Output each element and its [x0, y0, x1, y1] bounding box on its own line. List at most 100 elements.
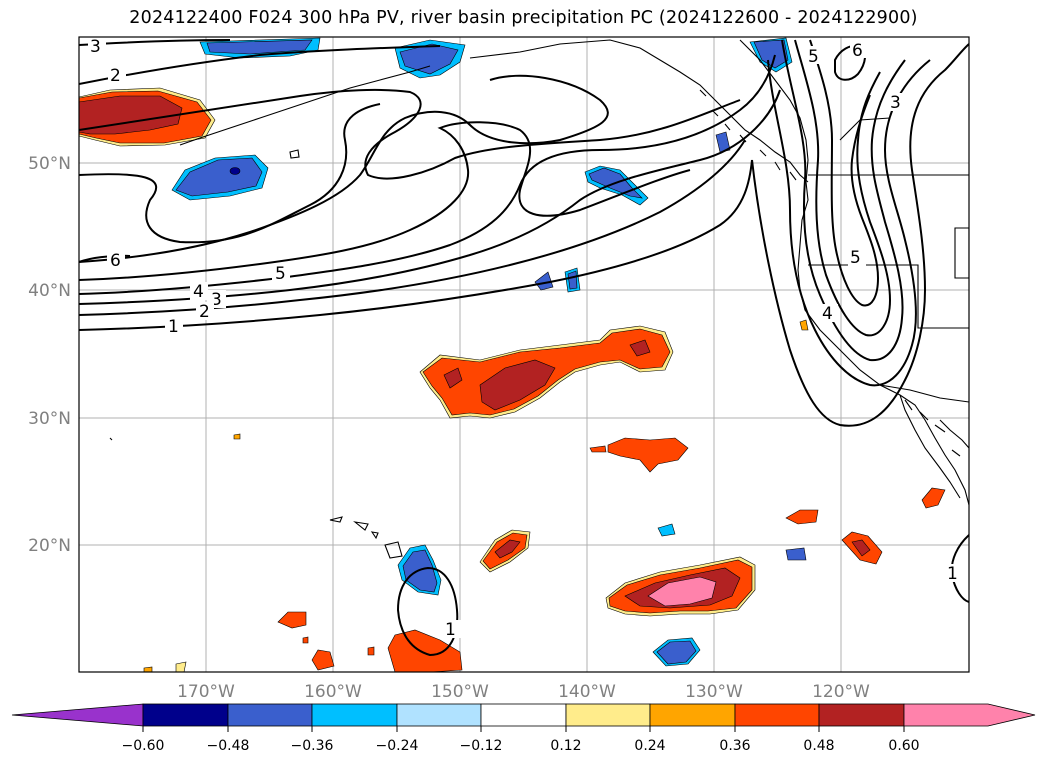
pv-contour-1 — [79, 159, 753, 331]
pos-blob — [629, 339, 651, 357]
neg-blob — [715, 131, 731, 153]
lon-label: 150°W — [431, 682, 489, 702]
contour-label: 6 — [852, 41, 863, 61]
pos-blob — [387, 629, 463, 672]
graticule — [79, 37, 969, 672]
map-plot-area: 3 2 6 5 4 3 2 1 6 5 5 4 3 1 — [79, 37, 969, 672]
lon-label: 140°W — [558, 682, 616, 702]
lon-label: 120°W — [812, 682, 870, 702]
pv-contour-5 — [79, 121, 691, 281]
baja-coast — [899, 394, 961, 499]
pos-blob — [367, 646, 375, 656]
contour-label: 6 — [110, 251, 121, 271]
pv-contour-3 — [79, 89, 781, 305]
island — [109, 437, 113, 441]
lat-label: 20°N — [28, 536, 71, 556]
aleutian-islands — [179, 65, 431, 146]
colorbar-tick-label: 0.24 — [634, 738, 665, 754]
pos-blob — [799, 319, 809, 331]
pos-blob — [785, 509, 819, 525]
lon-label: 130°W — [685, 682, 743, 702]
pos-blob — [479, 359, 556, 411]
alaska-coast — [469, 39, 809, 183]
lat-label: 50°N — [28, 154, 71, 174]
colorbar-segment — [142, 703, 229, 727]
pos-blob — [302, 636, 309, 644]
contour-label: 2 — [199, 302, 210, 322]
positive-pc-areas — [79, 87, 946, 672]
latitude-labels: 50°N 40°N 30°N 20°N — [28, 154, 71, 556]
contour-label: 5 — [275, 264, 286, 284]
contour-label: 4 — [193, 282, 204, 302]
southwest-islands — [904, 399, 961, 457]
pos-blob — [647, 576, 717, 607]
colorbar-tick-label: −0.60 — [122, 738, 165, 754]
pos-blob — [143, 666, 153, 672]
pos-blob — [589, 445, 607, 453]
colorbar-ticks — [142, 726, 905, 732]
colorbar-segment — [734, 703, 820, 727]
colorbar-tick-label: −0.36 — [291, 738, 334, 754]
neg-blob — [402, 549, 438, 593]
pos-blob — [921, 487, 946, 509]
neg-blob — [753, 39, 789, 69]
colorbar-labels: −0.60 −0.48 −0.36 −0.24 −0.12 0.12 0.24 … — [122, 738, 920, 754]
pv-contour-2 — [79, 45, 441, 85]
map-title: 2024122400 F024 300 hPa PV, river basin … — [129, 8, 918, 28]
pos-blob — [494, 539, 521, 559]
colorbar-segment — [227, 703, 313, 727]
pv-contour-outer — [79, 88, 741, 180]
state-border — [954, 227, 969, 279]
neg-blob — [656, 640, 697, 665]
colorbar-tick-label: 0.12 — [550, 738, 581, 754]
contour-labels: 3 2 6 5 4 3 2 1 6 5 5 4 3 1 — [88, 37, 963, 640]
longitude-labels: 170°W 160°W 150°W 140°W 130°W 120°W — [177, 682, 870, 702]
colorbar-segment — [818, 703, 905, 727]
neg-blob — [206, 39, 313, 55]
contour-label: 1 — [947, 564, 958, 584]
neg-blob — [657, 523, 676, 537]
colorbar-tick-label: 0.60 — [888, 738, 919, 754]
colorbar-tick-label: −0.24 — [376, 738, 419, 754]
contour-label: 5 — [850, 248, 861, 268]
neg-blob — [567, 270, 578, 290]
colorbar-tick-label: −0.12 — [460, 738, 503, 754]
hawaii — [329, 516, 403, 559]
pv-contour-trough-2 — [767, 59, 931, 387]
pv-contour-4 — [79, 54, 776, 295]
colorbar-segment — [311, 703, 398, 727]
pos-blob — [233, 433, 241, 440]
pv-contour-6 — [834, 44, 866, 81]
contour-label: 2 — [110, 66, 121, 86]
pos-blob — [79, 95, 183, 135]
neg-blob — [785, 547, 807, 561]
neg-blob — [534, 271, 554, 291]
pos-blob — [311, 649, 335, 671]
negative-pc-areas — [171, 37, 807, 667]
colorbar-extend-high — [903, 703, 1036, 727]
neg-blob — [175, 157, 263, 197]
lat-label: 30°N — [28, 409, 71, 429]
pv-contour-trough-4 — [794, 39, 892, 337]
us-west-coast — [797, 181, 969, 506]
colorbar-tick-label: −0.48 — [207, 738, 250, 754]
pos-blob — [443, 367, 463, 389]
colorbar-tick-label: 0.48 — [803, 738, 834, 754]
contour-label: 1 — [168, 317, 179, 337]
contour-label: 1 — [445, 620, 456, 640]
pos-blob — [175, 661, 187, 672]
lon-label: 170°W — [177, 682, 235, 702]
us-mexico-border — [879, 384, 969, 403]
colorbar-segment — [565, 703, 651, 727]
mexico-coast — [939, 419, 969, 449]
bc-coast — [739, 39, 809, 183]
colorbar-segment — [480, 703, 567, 727]
lon-label: 160°W — [304, 682, 362, 702]
map-frame — [78, 36, 970, 673]
pv-contour — [79, 74, 609, 263]
neg-core — [229, 167, 241, 175]
colorbar-segment — [649, 703, 736, 727]
contour-label: 3 — [211, 290, 222, 310]
pos-blob — [851, 539, 871, 557]
